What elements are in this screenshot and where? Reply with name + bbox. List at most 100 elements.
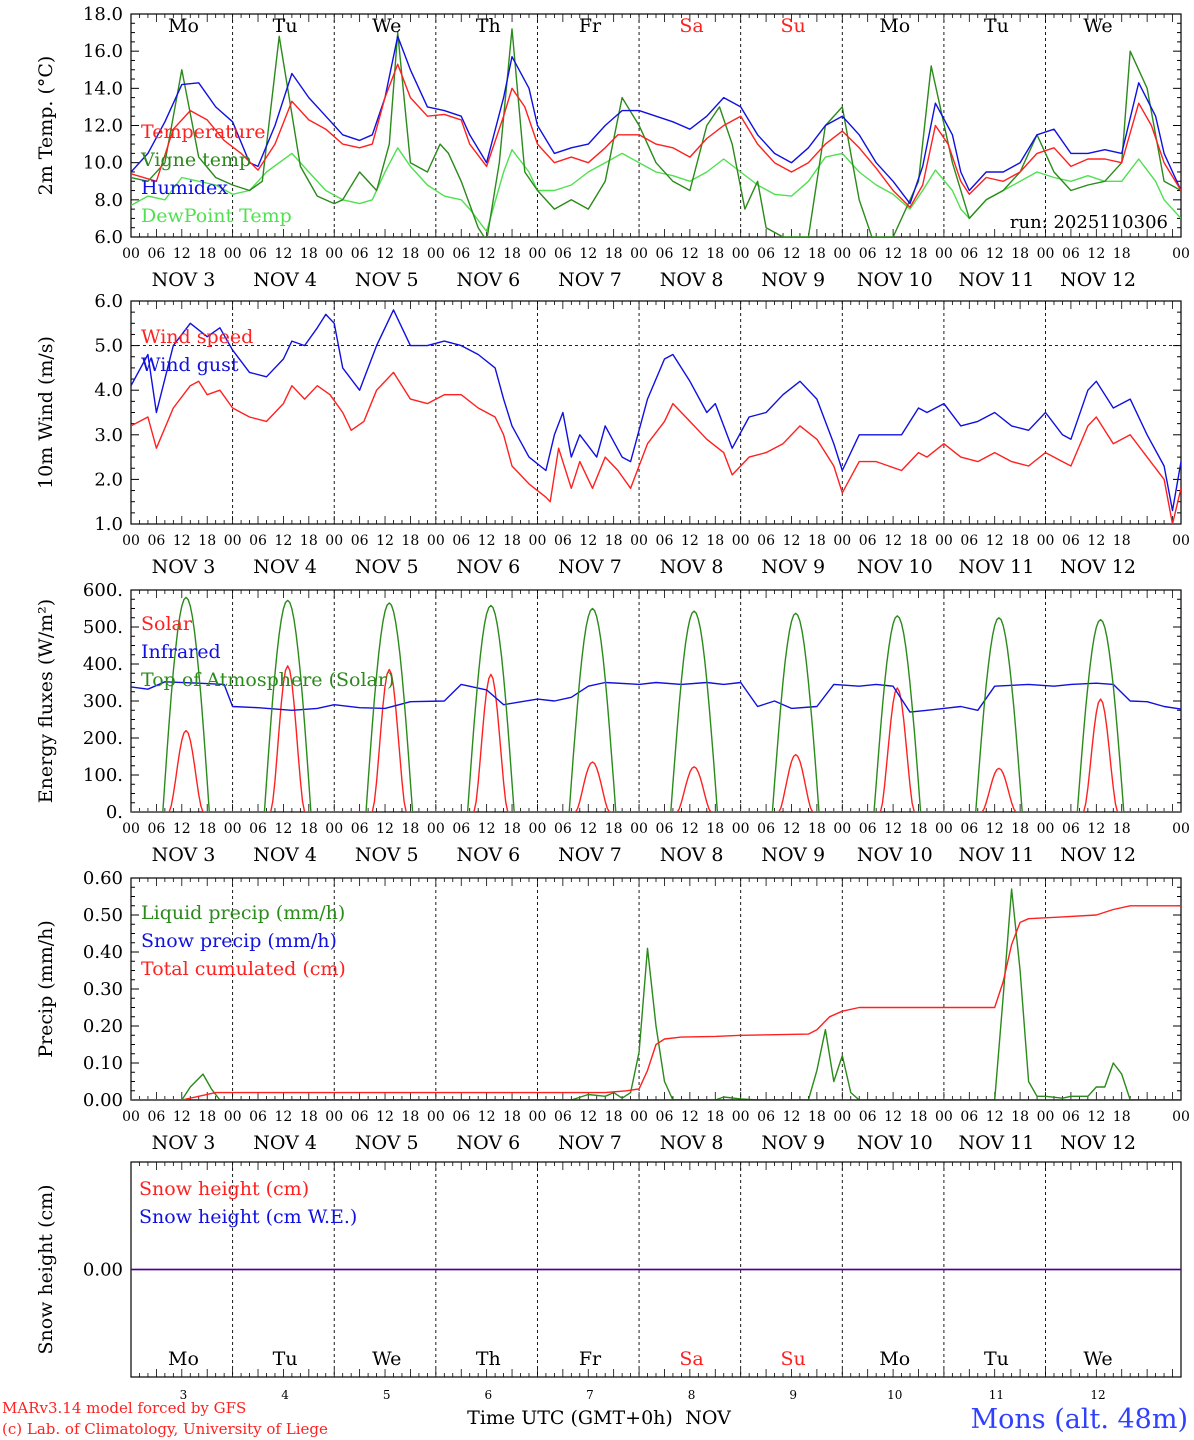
hour-label: 00	[1172, 533, 1190, 549]
y-tick-label: 14.0	[83, 78, 123, 99]
date-label: NOV 10	[857, 269, 933, 291]
y-tick-label: 0.20	[83, 1016, 123, 1037]
hour-label: 06	[147, 821, 165, 837]
series-wind-speed	[131, 371, 1181, 524]
day-name: Th	[476, 15, 501, 37]
date-label: NOV 5	[355, 556, 419, 578]
hour-label: 18	[706, 533, 724, 549]
hour-label: 00	[122, 821, 140, 837]
date-label: NOV 8	[660, 844, 724, 866]
date-label: NOV 4	[253, 269, 317, 291]
hour-label: 00	[325, 533, 343, 549]
hour-label: 12	[579, 1109, 597, 1125]
day-name: Tu	[984, 1348, 1009, 1370]
station-name: Mons (alt. 48m)	[970, 1404, 1188, 1435]
day-name: Sa	[679, 15, 703, 37]
hour-label: 18	[402, 246, 420, 262]
hour-label: 00	[224, 246, 242, 262]
y-axis-title: 10m Wind (m/s)	[35, 336, 57, 489]
bottom-day-number: 7	[586, 1388, 594, 1402]
hour-label: 18	[808, 246, 826, 262]
date-label: NOV 9	[761, 844, 825, 866]
series-temperature	[131, 63, 1181, 209]
y-tick-label: 5.0	[94, 336, 123, 357]
series-total-cumulated-cm	[131, 905, 1181, 1100]
y-tick-label: 6.0	[94, 291, 123, 312]
date-label: NOV 5	[355, 1132, 419, 1154]
date-label: NOV 11	[958, 1132, 1034, 1154]
legend-entry: Temperature	[141, 121, 265, 143]
hour-label: 18	[300, 821, 318, 837]
hour-label: 06	[960, 821, 978, 837]
hour-label: 06	[249, 821, 267, 837]
day-name: We	[372, 15, 401, 37]
hour-label: 12	[173, 1109, 191, 1125]
y-axis-title: Precip (mm/h)	[35, 920, 57, 1058]
hour-label: 12	[173, 246, 191, 262]
hour-label: 12	[986, 533, 1004, 549]
y-tick-label: 12.0	[83, 116, 123, 137]
legend-entry: DewPoint Temp	[141, 205, 292, 227]
date-label: NOV 4	[253, 1132, 317, 1154]
date-label: NOV 8	[660, 269, 724, 291]
hour-label: 00	[833, 246, 851, 262]
hour-label: 00	[529, 533, 547, 549]
date-label: NOV 10	[857, 844, 933, 866]
time-axis: 00 06 12 18 NOV 3 00 06 12 18 NOV 4 00 06 12 18 NOV 5 0…	[122, 246, 1190, 291]
legend-entry: Solar	[141, 613, 193, 635]
date-label: NOV 6	[456, 556, 520, 578]
date-label: NOV 3	[152, 556, 216, 578]
hour-label: 06	[351, 821, 369, 837]
day-name: Su	[781, 15, 806, 37]
hour-label: 12	[173, 533, 191, 549]
run-label: run: 2025110306	[1010, 212, 1168, 233]
hour-label: 00	[122, 533, 140, 549]
hour-label: 12	[173, 821, 191, 837]
time-axis: 00 06 12 18 NOV 3 00 06 12 18 NOV 4 00 06 12 18 NOV 5 0…	[122, 1109, 1190, 1154]
day-name: Mo	[168, 15, 199, 37]
hour-label: 00	[1037, 821, 1055, 837]
hour-label: 06	[554, 1109, 572, 1125]
date-label: NOV 6	[456, 1132, 520, 1154]
hour-label: 12	[783, 821, 801, 837]
hour-label: 06	[859, 821, 877, 837]
date-label: NOV 12	[1060, 269, 1136, 291]
hour-label: 18	[503, 821, 521, 837]
hour-label: 12	[783, 1109, 801, 1125]
hour-label: 12	[986, 1109, 1004, 1125]
hour-label: 18	[910, 1109, 928, 1125]
date-label: NOV 10	[857, 556, 933, 578]
hour-label: 12	[376, 533, 394, 549]
hour-label: 18	[605, 246, 623, 262]
legend-entry: Snow precip (mm/h)	[141, 930, 337, 952]
hour-label: 18	[706, 821, 724, 837]
hour-label: 00	[833, 1109, 851, 1125]
hour-label: 12	[579, 821, 597, 837]
bottom-day-number: 3	[180, 1388, 188, 1402]
hour-label: 00	[427, 246, 445, 262]
hour-label: 06	[249, 246, 267, 262]
hour-label: 06	[554, 821, 572, 837]
panel-energy: 0. 100. 200. 300. 400. 500. 600. Energy fluxes …	[35, 580, 1190, 866]
hour-label: 00	[1172, 821, 1190, 837]
hour-label: 06	[960, 246, 978, 262]
series-vigne-temp	[131, 28, 1181, 237]
bottom-day-number: 11	[989, 1388, 1004, 1402]
hour-label: 18	[503, 246, 521, 262]
hour-label: 12	[681, 1109, 699, 1125]
y-tick-label: 3.0	[94, 425, 123, 446]
hour-label: 18	[402, 821, 420, 837]
copyright-credit: (c) Lab. of Climatology, University of L…	[2, 1420, 328, 1438]
hour-label: 00	[935, 533, 953, 549]
hour-label: 06	[757, 246, 775, 262]
hour-label: 00	[224, 533, 242, 549]
hour-label: 18	[910, 821, 928, 837]
hour-label: 06	[960, 1109, 978, 1125]
date-label: NOV 9	[761, 1132, 825, 1154]
date-label: NOV 5	[355, 269, 419, 291]
hour-label: 18	[910, 533, 928, 549]
hour-label: 00	[630, 533, 648, 549]
hour-label: 18	[808, 533, 826, 549]
day-name: We	[1083, 15, 1112, 37]
hour-label: 18	[808, 1109, 826, 1125]
